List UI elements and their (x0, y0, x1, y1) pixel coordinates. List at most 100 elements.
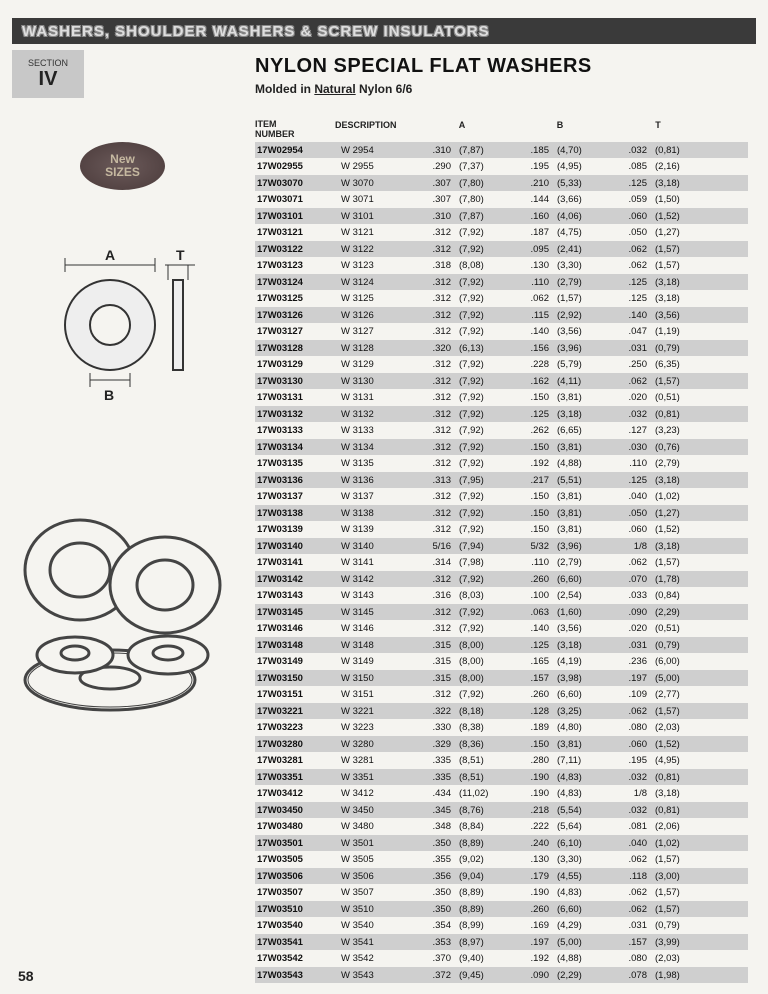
cell: (6,60) (555, 574, 609, 585)
cell: (0,84) (653, 590, 707, 601)
cell: .312 (413, 623, 457, 634)
subtitle-suffix: Nylon 6/6 (356, 82, 413, 96)
cell: (8,36) (457, 739, 511, 750)
section-number: IV (39, 68, 58, 91)
cell: (3,18) (653, 788, 707, 799)
table-row: 17W03480W 3480.348(8,84).222(5,64).081(2… (255, 818, 748, 835)
washer-illustration (20, 500, 240, 735)
cell: W 3412 (335, 788, 413, 799)
cell: (0,51) (653, 392, 707, 403)
cell: (1,57) (653, 854, 707, 865)
cell: (3,56) (555, 623, 609, 634)
cell: (6,60) (555, 904, 609, 915)
cell: 17W03151 (255, 689, 335, 700)
table-row: 17W03126W 3126.312(7,92).115(2,92).140(3… (255, 307, 748, 324)
cell: .312 (413, 425, 457, 436)
cell: .080 (609, 722, 653, 733)
cell: 17W03129 (255, 359, 335, 370)
cell: W 3351 (335, 772, 413, 783)
cell: (5,54) (555, 805, 609, 816)
cell: .162 (511, 376, 555, 387)
cell: (7,92) (457, 293, 511, 304)
cell: .095 (511, 244, 555, 255)
cell: .032 (609, 805, 653, 816)
cell: 17W03480 (255, 821, 335, 832)
cell: (3,18) (555, 409, 609, 420)
cell: (5,33) (555, 178, 609, 189)
cell: .312 (413, 574, 457, 585)
cell: 17W03507 (255, 887, 335, 898)
cell: 17W03141 (255, 557, 335, 568)
cell: .140 (511, 326, 555, 337)
table-row: 17W03124W 3124.312(7,92).110(2,79).125(3… (255, 274, 748, 291)
cell: .330 (413, 722, 457, 733)
cell: (3,96) (555, 541, 609, 552)
cell: .355 (413, 854, 457, 865)
cell: (6,35) (653, 359, 707, 370)
cell: .307 (413, 178, 457, 189)
cell: (1,57) (653, 376, 707, 387)
cell: W 3510 (335, 904, 413, 915)
new-sizes-badge: New SIZES (80, 142, 165, 190)
cell: .354 (413, 920, 457, 931)
cell: (1,52) (653, 211, 707, 222)
table-row: 17W03143W 3143.316(8,03).100(2,54).033(0… (255, 587, 748, 604)
cell: (4,83) (555, 788, 609, 799)
cell: (1,02) (653, 491, 707, 502)
cell: .312 (413, 442, 457, 453)
cell: W 3101 (335, 211, 413, 222)
cell: (3,81) (555, 739, 609, 750)
table-row: 17W03137W 3137.312(7,92).150(3,81).040(1… (255, 488, 748, 505)
table-row: 17W03510W 3510.350(8,89).260(6,60).062(1… (255, 901, 748, 918)
cell: 5/16 (413, 541, 457, 552)
cell: .110 (511, 557, 555, 568)
cell: (6,60) (555, 689, 609, 700)
cell: .060 (609, 739, 653, 750)
cell: (7,92) (457, 392, 511, 403)
cell: .033 (609, 590, 653, 601)
cell: (1,57) (653, 557, 707, 568)
cell: (8,89) (457, 904, 511, 915)
cell: .372 (413, 970, 457, 981)
cell: W 3138 (335, 508, 413, 519)
cell: (9,02) (457, 854, 511, 865)
cell: W 3125 (335, 293, 413, 304)
cell: (2,03) (653, 722, 707, 733)
table-row: 17W02954W 2954.310(7,87).185(4,70).032(0… (255, 142, 748, 159)
cell: .312 (413, 277, 457, 288)
cell: W 3133 (335, 425, 413, 436)
table-row: 17W03131W 3131.312(7,92).150(3,81).020(0… (255, 389, 748, 406)
cell: .040 (609, 838, 653, 849)
cell: .260 (511, 689, 555, 700)
cell: (8,51) (457, 755, 511, 766)
table-row: 17W03136W 3136.313(7,95).217(5,51).125(3… (255, 472, 748, 489)
table-body: 17W02954W 2954.310(7,87).185(4,70).032(0… (255, 142, 748, 984)
cell: (3,99) (653, 937, 707, 948)
cell: .125 (609, 178, 653, 189)
cell: .062 (609, 706, 653, 717)
cell: W 3506 (335, 871, 413, 882)
cell: W 3148 (335, 640, 413, 651)
cell: 17W03541 (255, 937, 335, 948)
cell: .434 (413, 788, 457, 799)
cell: 17W03142 (255, 574, 335, 585)
cell: .197 (511, 937, 555, 948)
cell: .228 (511, 359, 555, 370)
cell: (4,06) (555, 211, 609, 222)
table-row: 17W03121W 3121.312(7,92).187(4,75).050(1… (255, 224, 748, 241)
table-row: 17W03221W 3221.322(8,18).128(3,25).062(1… (255, 703, 748, 720)
cell: (8,08) (457, 260, 511, 271)
cell: (7,11) (555, 755, 609, 766)
cell: 17W03130 (255, 376, 335, 387)
cell: .179 (511, 871, 555, 882)
cell: .127 (609, 425, 653, 436)
cell: .060 (609, 524, 653, 535)
cell: (7,80) (457, 178, 511, 189)
cell: 17W03140 (255, 541, 335, 552)
cell: .190 (511, 788, 555, 799)
cell: (3,81) (555, 392, 609, 403)
cell: W 3542 (335, 953, 413, 964)
cell: .062 (609, 557, 653, 568)
cell: .060 (609, 211, 653, 222)
cell: (0,81) (653, 409, 707, 420)
